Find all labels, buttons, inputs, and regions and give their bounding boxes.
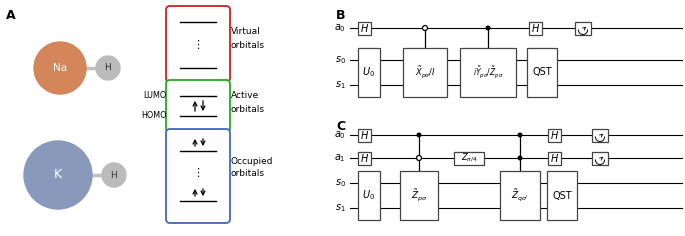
Text: Active: Active — [231, 92, 259, 101]
Circle shape — [423, 25, 427, 30]
Text: $a_1$: $a_1$ — [334, 152, 346, 164]
FancyBboxPatch shape — [166, 129, 230, 223]
FancyBboxPatch shape — [358, 152, 371, 164]
Text: $\tilde{X}_{p\sigma}/I$: $\tilde{X}_{p\sigma}/I$ — [414, 65, 436, 80]
Text: $\tilde{Z}_{q\sigma'}$: $\tilde{Z}_{q\sigma'}$ — [511, 188, 529, 203]
FancyBboxPatch shape — [549, 128, 562, 142]
Text: $H$: $H$ — [360, 152, 369, 164]
FancyBboxPatch shape — [575, 21, 591, 34]
FancyBboxPatch shape — [403, 48, 447, 97]
Text: $a_0$: $a_0$ — [334, 22, 346, 34]
Text: B: B — [336, 9, 345, 22]
Text: HOMO: HOMO — [142, 111, 167, 121]
Text: $s_1$: $s_1$ — [336, 79, 346, 91]
Text: ⋮: ⋮ — [192, 168, 203, 178]
Text: $H$: $H$ — [360, 129, 369, 141]
FancyBboxPatch shape — [530, 21, 543, 34]
Text: $H$: $H$ — [551, 129, 560, 141]
Text: $s_0$: $s_0$ — [335, 177, 346, 189]
Text: orbitals: orbitals — [231, 41, 265, 50]
Circle shape — [517, 132, 523, 138]
Text: K: K — [54, 169, 62, 181]
Text: H: H — [105, 63, 112, 72]
FancyBboxPatch shape — [358, 128, 371, 142]
Text: $H$: $H$ — [360, 22, 369, 34]
Circle shape — [416, 132, 421, 138]
Text: A: A — [6, 9, 16, 22]
Text: ⋮: ⋮ — [192, 40, 203, 50]
Text: $a_0$: $a_0$ — [334, 129, 346, 141]
Circle shape — [34, 42, 86, 94]
Text: $Z_{\pi/4}$: $Z_{\pi/4}$ — [460, 152, 477, 164]
Text: $s_1$: $s_1$ — [336, 202, 346, 214]
Circle shape — [96, 56, 120, 80]
Text: C: C — [336, 120, 345, 133]
Text: H: H — [110, 170, 117, 180]
Circle shape — [517, 156, 523, 160]
FancyBboxPatch shape — [500, 171, 540, 220]
Text: $U_0$: $U_0$ — [362, 189, 375, 202]
Text: $H$: $H$ — [551, 152, 560, 164]
FancyBboxPatch shape — [358, 21, 371, 34]
Circle shape — [24, 141, 92, 209]
Circle shape — [416, 156, 421, 160]
Text: Virtual: Virtual — [231, 28, 261, 37]
FancyBboxPatch shape — [358, 171, 380, 220]
Text: $\tilde{Z}_{p\sigma}$: $\tilde{Z}_{p\sigma}$ — [411, 188, 427, 203]
FancyBboxPatch shape — [527, 48, 557, 97]
FancyBboxPatch shape — [592, 152, 608, 164]
FancyBboxPatch shape — [460, 48, 516, 97]
Text: Na: Na — [53, 63, 67, 73]
Text: $s_0$: $s_0$ — [335, 54, 346, 66]
FancyBboxPatch shape — [547, 171, 577, 220]
FancyBboxPatch shape — [549, 152, 562, 164]
Text: QST: QST — [532, 67, 552, 77]
Text: LUMO: LUMO — [144, 92, 167, 101]
Text: $i\tilde{Y}_{p\sigma}/\tilde{Z}_{p\sigma}$: $i\tilde{Y}_{p\sigma}/\tilde{Z}_{p\sigma… — [473, 65, 503, 80]
Text: Occupied: Occupied — [231, 156, 273, 165]
Text: orbitals: orbitals — [231, 105, 265, 114]
Circle shape — [486, 25, 490, 30]
Text: orbitals: orbitals — [231, 169, 265, 178]
FancyBboxPatch shape — [358, 48, 380, 97]
Circle shape — [102, 163, 126, 187]
FancyBboxPatch shape — [592, 128, 608, 142]
Text: QST: QST — [552, 190, 572, 201]
Text: $U_0$: $U_0$ — [362, 66, 375, 79]
FancyBboxPatch shape — [166, 6, 230, 82]
FancyBboxPatch shape — [166, 80, 230, 132]
FancyBboxPatch shape — [454, 152, 484, 164]
Text: $H$: $H$ — [532, 22, 540, 34]
FancyBboxPatch shape — [400, 171, 438, 220]
